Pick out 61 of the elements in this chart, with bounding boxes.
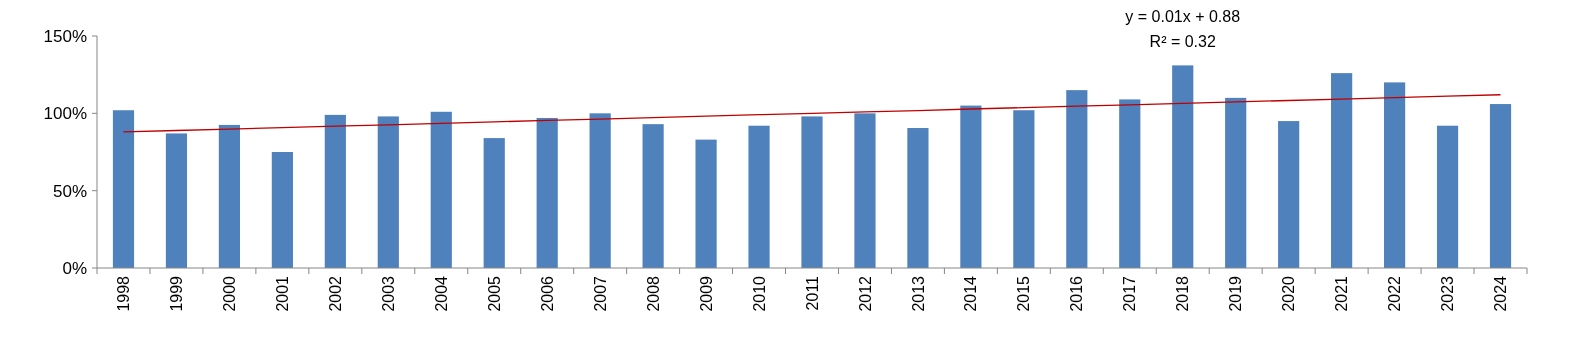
x-tick-label: 2006 <box>538 275 556 312</box>
y-tick-label: 150% <box>43 26 87 46</box>
x-tick-label: 2019 <box>1227 275 1245 312</box>
bar <box>1436 125 1459 268</box>
bar <box>165 133 188 268</box>
bar <box>377 116 399 268</box>
x-tick-label: 2023 <box>1439 275 1457 312</box>
x-tick-label: 2003 <box>379 275 397 312</box>
x-tick-label: 2021 <box>1333 275 1351 312</box>
bar <box>1384 82 1406 268</box>
x-tick-label: 2009 <box>697 275 715 312</box>
x-tick-label: 2014 <box>962 275 980 312</box>
x-tick-label: 2008 <box>644 275 662 312</box>
bar <box>1225 97 1247 268</box>
bar <box>589 113 611 268</box>
x-tick-label: 2002 <box>326 275 344 312</box>
x-tick-label: 2012 <box>856 275 874 312</box>
bar <box>1331 73 1353 268</box>
bar <box>695 139 717 268</box>
bar <box>536 117 558 268</box>
x-tick-label: 2016 <box>1068 275 1086 312</box>
line-series <box>122 94 1502 133</box>
x-tick-label: 2017 <box>1121 275 1139 312</box>
bar <box>271 152 293 268</box>
bar <box>1119 99 1141 268</box>
x-tick-label: 1998 <box>115 275 133 312</box>
x-tick-label: 2011 <box>803 275 821 311</box>
bar <box>483 138 505 268</box>
y-tick-label: 50% <box>52 181 87 201</box>
x-tick-label: 2015 <box>1015 275 1033 312</box>
text: y = 0.01x + 0.88 <box>1125 8 1241 25</box>
x-tick-label: 2024 <box>1492 275 1510 312</box>
bar <box>960 105 982 268</box>
bar <box>1013 110 1035 268</box>
annotation: R² = 0.32 <box>1149 33 1216 50</box>
bar <box>1278 121 1300 268</box>
bar <box>430 111 452 268</box>
y-tick-label: 0% <box>62 258 87 278</box>
x-tick-label: 2007 <box>591 275 609 312</box>
bar <box>1066 90 1088 268</box>
bar <box>218 124 240 268</box>
x-tick-label: 2004 <box>432 275 450 312</box>
bar <box>324 114 346 268</box>
bar <box>854 113 876 268</box>
bar <box>1489 104 1512 268</box>
bar <box>907 128 929 268</box>
y-tick-label: 100% <box>43 104 87 124</box>
x-tick-label: 2010 <box>750 275 768 312</box>
x-tick-label: 2013 <box>909 275 927 312</box>
x-tick-label: 2018 <box>1174 275 1192 312</box>
x-tick-label: 2022 <box>1386 275 1404 312</box>
bar <box>748 125 770 268</box>
bar <box>801 116 823 268</box>
x-tick-label: 2000 <box>221 275 239 312</box>
x-tick-label: 2005 <box>485 275 503 312</box>
x-tick-label: 2001 <box>273 275 291 312</box>
x-tick-label: 2020 <box>1280 275 1298 312</box>
bar <box>1172 65 1194 268</box>
bar <box>112 110 135 268</box>
bar <box>642 124 664 268</box>
x-tick-label: 1999 <box>168 275 186 312</box>
